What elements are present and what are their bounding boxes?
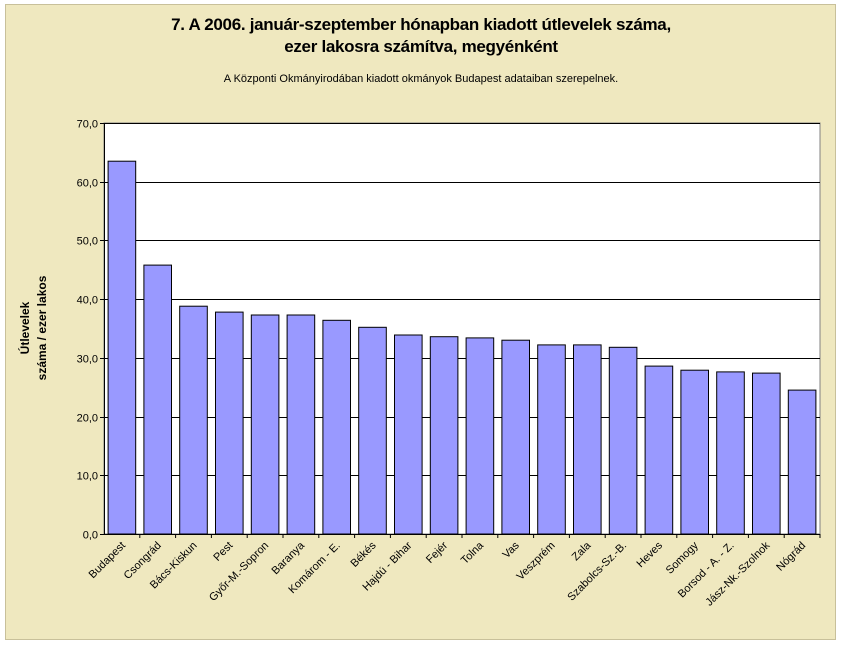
x-tick-label: Nógrád [774,540,808,574]
x-tick-label: Veszprém [515,540,558,583]
bar [573,344,602,535]
bar [215,311,244,535]
bar [787,389,817,535]
y-tick-label: 50,0 [77,236,98,248]
y-tick-label: 0,0 [83,530,98,542]
chart-title-line1: 7. A 2006. január-szeptember hónapban ki… [171,15,671,34]
bar [107,160,137,535]
bar [322,319,351,535]
bar [501,339,530,535]
x-tick-label: Fejér [424,539,450,565]
bar [465,337,495,535]
plot-area [103,122,821,535]
x-tick-label: Zala [570,539,594,563]
y-axis-title: Útlevelek száma / ezer lakos [17,275,49,380]
y-tick-label: 70,0 [77,119,98,131]
y-axis-title-line2: száma / ezer lakos [35,275,49,380]
bar [716,371,745,535]
bar [537,344,566,535]
bar [143,264,172,535]
y-tick-label: 60,0 [77,178,98,190]
chart-title-line2: ezer lakosra számítva, megyénként [284,37,558,56]
bar [429,336,459,535]
y-tick-label: 30,0 [77,354,98,366]
bar [286,314,316,535]
y-tick-label: 10,0 [77,471,98,483]
y-axis-title-line1: Útlevelek [17,301,32,354]
bar [179,305,208,535]
y-tick-label: 40,0 [77,295,98,307]
bar [644,365,674,535]
bar [250,314,280,535]
x-tick-label: Békés [349,539,379,569]
bar [358,326,387,535]
chart-title: 7. A 2006. január-szeptember hónapban ki… [0,14,842,58]
x-tick-label: Pest [211,540,235,564]
bar [608,346,638,535]
y-tick-label: 20,0 [77,413,98,425]
bar [394,334,423,535]
bar [752,372,781,535]
x-tick-label: Jász-Nk.-Szolnok [703,539,772,608]
chart-subtitle: A Központi Okmányirodában kiadott okmány… [223,73,619,85]
bar [680,369,710,535]
x-tick-label: Tolna [459,539,487,567]
x-tick-label: Heves [634,539,665,570]
x-tick-label: Vas [501,539,523,561]
